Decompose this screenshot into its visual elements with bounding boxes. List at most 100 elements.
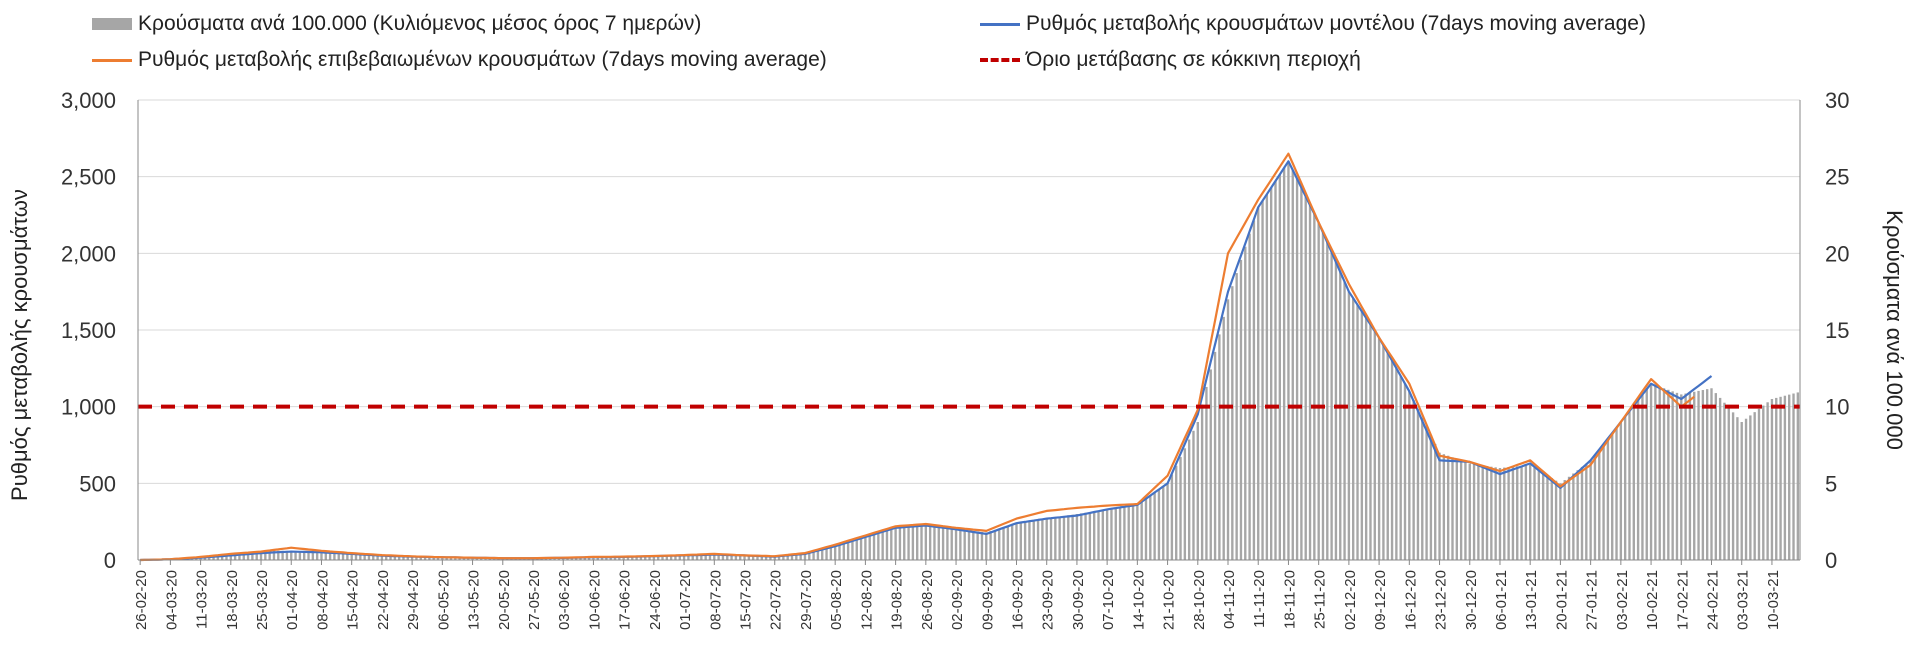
case-bar: [1170, 474, 1174, 560]
case-bar: [1218, 334, 1221, 560]
case-bar: [1006, 525, 1010, 560]
case-bar: [385, 556, 388, 560]
case-bar: [1541, 472, 1545, 560]
case-bar: [1710, 388, 1713, 560]
case-bar: [674, 555, 677, 560]
case-bar: [505, 558, 509, 560]
case-bar: [941, 528, 945, 560]
case-bar: [540, 558, 543, 560]
case-bar: [1563, 480, 1566, 560]
case-bar: [1162, 486, 1165, 560]
model-rate-line: [140, 160, 1713, 562]
case-bar: [631, 556, 634, 560]
case-bar: [1192, 430, 1195, 560]
case-bar: [1485, 466, 1489, 560]
case-bar: [488, 558, 492, 560]
case-bar: [1140, 501, 1143, 560]
case-bar: [1481, 465, 1484, 560]
x-tick-label: 03-06-20: [556, 570, 573, 630]
case-bar: [1080, 513, 1083, 560]
case-bar: [821, 547, 824, 560]
case-bar: [1572, 473, 1575, 560]
case-bar: [1684, 393, 1687, 560]
x-tick-label: 02-09-20: [949, 570, 966, 630]
x-tick-label: 21-10-20: [1161, 570, 1178, 630]
legend-threshold-label: Όριο μετάβασης σε κόκκινη περιοχή: [1026, 48, 1361, 71]
case-bar: [928, 526, 932, 560]
case-bar: [644, 556, 647, 560]
case-bar: [717, 554, 720, 560]
case-bar: [1062, 515, 1066, 560]
case-bar: [954, 529, 958, 560]
case-bar: [389, 556, 392, 560]
case-bar: [1464, 461, 1467, 560]
legend-model-swatch: [980, 22, 1020, 26]
case-bar: [212, 555, 215, 560]
x-tick-label: 27-01-21: [1584, 570, 1601, 630]
legend-confirmed: Ρυθμός μεταβολής επιβεβαιωμένων κρουσμάτ…: [92, 48, 827, 72]
case-bar: [1002, 527, 1005, 560]
x-tick-label: 08-07-20: [707, 570, 724, 630]
case-bar: [911, 526, 915, 560]
case-bar: [272, 550, 276, 560]
case-bar: [1693, 391, 1696, 560]
case-bar: [1606, 438, 1610, 560]
case-bar: [1701, 390, 1705, 560]
case-bar: [868, 534, 871, 560]
case-bar: [484, 558, 487, 560]
x-tick-label: 13-01-21: [1523, 570, 1540, 630]
case-bar: [946, 528, 949, 560]
case-bar: [1373, 331, 1376, 560]
case-bar: [656, 556, 660, 560]
case-bar: [346, 554, 349, 560]
case-bar: [1442, 454, 1446, 560]
case-bar: [402, 556, 405, 560]
case-bar: [1244, 246, 1247, 560]
case-bar: [1744, 418, 1748, 560]
case-bar: [1671, 391, 1674, 560]
left-tick-label: 1,500: [61, 318, 116, 343]
case-bar: [1580, 466, 1584, 560]
case-bar: [669, 555, 673, 560]
case-bar: [1248, 233, 1251, 560]
case-bar: [1567, 476, 1571, 560]
case-bar: [471, 558, 474, 560]
case-bar: [592, 557, 595, 560]
case-bar: [622, 556, 625, 560]
case-bar: [497, 558, 500, 560]
case-bar: [1265, 194, 1269, 560]
case-bar: [1667, 389, 1670, 560]
case-bar: [695, 555, 699, 560]
case-bar: [1524, 465, 1528, 560]
case-bar: [1602, 443, 1605, 560]
tick-labels: 0 500 1,000 1,500 2,000 2,500 3,000 0 5 10 15 20 25 3…: [61, 88, 1850, 630]
x-tick-label: 13-05-20: [466, 570, 483, 630]
right-tick-label: 0: [1825, 548, 1837, 573]
case-bar: [877, 532, 880, 560]
legend-confirmed-swatch: [92, 58, 132, 62]
case-bar: [376, 555, 379, 560]
case-bar: [277, 550, 280, 560]
case-bar: [1662, 388, 1666, 560]
left-tick-label: 2,000: [61, 241, 116, 266]
case-bar: [1105, 509, 1109, 560]
x-tick-label: 25-11-20: [1312, 570, 1329, 629]
case-bar: [1187, 439, 1191, 560]
case-bar: [885, 529, 889, 560]
case-bar: [467, 558, 470, 560]
case-bar: [1028, 521, 1031, 560]
left-tick-label: 2,500: [61, 165, 116, 190]
case-bar: [782, 554, 785, 560]
case-bar: [1395, 368, 1398, 560]
right-tick-label: 20: [1825, 241, 1849, 266]
case-bar: [769, 555, 772, 560]
case-bar: [1688, 392, 1692, 560]
case-bar: [307, 551, 310, 560]
case-bar: [1680, 394, 1683, 560]
case-bar: [527, 558, 530, 560]
case-bar: [1067, 515, 1070, 560]
case-bar: [1235, 273, 1238, 560]
case-bar: [1231, 286, 1234, 560]
case-bar: [290, 550, 293, 560]
